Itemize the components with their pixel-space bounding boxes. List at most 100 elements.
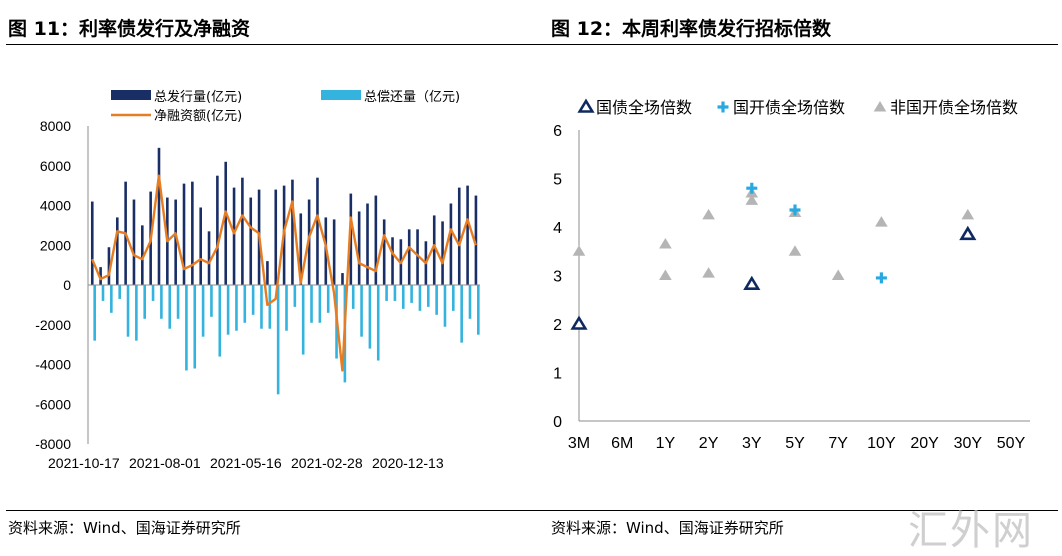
repay-bar	[418, 285, 422, 311]
y-tick-label: 4	[553, 220, 562, 237]
x-tick-label: 3M	[568, 435, 590, 452]
issue-bar	[291, 179, 294, 285]
y-tick-label: 6000	[40, 158, 71, 174]
x-tick-label: 10Y	[867, 435, 896, 452]
issue-bar	[107, 247, 111, 285]
legend-marker	[577, 98, 595, 113]
x-tick-label: 7Y	[828, 435, 848, 452]
y-tick-label: 5	[553, 172, 562, 189]
issue-bar	[357, 211, 361, 285]
legend-issue-label: 总发行量(亿元)	[154, 89, 242, 105]
issue-bar	[182, 183, 186, 285]
x-tick-label: 30Y	[954, 435, 983, 452]
issue-bar	[249, 197, 253, 285]
issue-bar	[407, 229, 411, 285]
legend-marker	[717, 101, 729, 113]
y-tick-label: 4000	[40, 198, 71, 214]
repay-bar	[160, 285, 163, 319]
x-tick-label: 2021-08-01	[129, 455, 201, 471]
repay-bar	[310, 285, 313, 323]
x-tick-label: 2021-02-28	[291, 455, 363, 471]
x-tick-label: 2021-10-17	[48, 455, 120, 471]
repay-bar	[143, 285, 147, 319]
y-tick-label: 0	[63, 277, 71, 293]
repay-bar	[226, 285, 230, 335]
repay-bar	[201, 285, 205, 337]
y-tick-label: 0	[553, 414, 562, 431]
x-tick-label: 6M	[611, 435, 633, 452]
repay-bar	[260, 285, 263, 329]
figure-12-source: 资料来源：Wind、国海证券研究所	[551, 519, 784, 537]
x-tick-label: 3Y	[742, 435, 762, 452]
issue-bar	[466, 185, 469, 285]
y-tick-label: 2	[553, 317, 562, 334]
repay-bar	[243, 285, 247, 323]
legend-label: 国开债全场倍数	[733, 98, 845, 117]
watermark-logo: 汇外网	[908, 508, 1034, 554]
repay-bar	[218, 285, 222, 357]
repay-bar	[168, 285, 172, 329]
repay-bar	[101, 285, 105, 301]
repay-bar	[185, 285, 188, 371]
title-divider	[6, 44, 1058, 45]
repay-bar	[301, 285, 305, 355]
issue-bar	[274, 189, 278, 285]
x-tick-label: 1Y	[656, 435, 676, 452]
scatter-point	[959, 225, 977, 241]
legend-issue-swatch	[111, 90, 151, 100]
repay-bar	[393, 285, 397, 301]
issue-bar	[191, 181, 194, 285]
scatter-point	[746, 182, 758, 194]
issue-bar	[432, 215, 436, 285]
figure-11-source: 资料来源：Wind、国海证券研究所	[8, 519, 241, 537]
repay-bar	[351, 285, 355, 309]
repay-bar	[468, 285, 472, 319]
scatter-point	[570, 315, 588, 330]
repay-bar	[360, 285, 363, 337]
issue-bar	[90, 201, 94, 285]
issue-bar	[382, 219, 386, 285]
issue-bar	[224, 161, 228, 285]
repay-bar	[135, 285, 138, 341]
repay-bar	[318, 285, 322, 323]
repay-bar	[435, 285, 438, 315]
legend-repay-swatch	[321, 90, 361, 100]
issue-bar	[232, 187, 236, 285]
y-tick-label: 2000	[40, 237, 71, 253]
issue-bar	[441, 221, 444, 285]
y-tick-label: -2000	[35, 317, 71, 333]
y-tick-label: 1	[553, 366, 562, 383]
legend-marker	[873, 101, 887, 112]
repay-bar	[93, 285, 96, 341]
repay-bar	[126, 285, 130, 337]
repay-bar	[460, 285, 463, 343]
repay-bar	[426, 285, 430, 307]
issue-bar	[449, 203, 453, 285]
scatter-point	[743, 275, 761, 291]
figure-12-title: 图 12：本周利率债发行招标倍数	[551, 18, 832, 40]
issue-bar	[332, 219, 336, 285]
x-tick-label: 2Y	[699, 435, 719, 452]
repay-bar	[210, 285, 213, 317]
issue-bar	[157, 147, 161, 285]
issue-bar	[299, 213, 303, 285]
y-tick-label: 3	[553, 269, 562, 286]
scatter-point	[659, 237, 672, 249]
repay-bar	[151, 285, 155, 301]
scatter-point	[745, 194, 759, 205]
scatter-point	[702, 208, 715, 220]
scatter-point	[702, 267, 715, 278]
y-tick-label: -8000	[35, 436, 71, 452]
repay-bar	[368, 285, 372, 349]
repay-bar	[385, 285, 388, 301]
issue-bar	[457, 187, 461, 285]
scatter-point	[572, 245, 586, 256]
repay-bar	[410, 285, 413, 303]
issue-bar	[341, 273, 344, 285]
repay-bar	[193, 285, 197, 369]
scatter-point	[659, 269, 672, 280]
x-tick-label: 50Y	[997, 435, 1026, 452]
scatter-point	[875, 272, 887, 284]
x-tick-label: 5Y	[785, 435, 805, 452]
issue-bar	[174, 199, 177, 285]
